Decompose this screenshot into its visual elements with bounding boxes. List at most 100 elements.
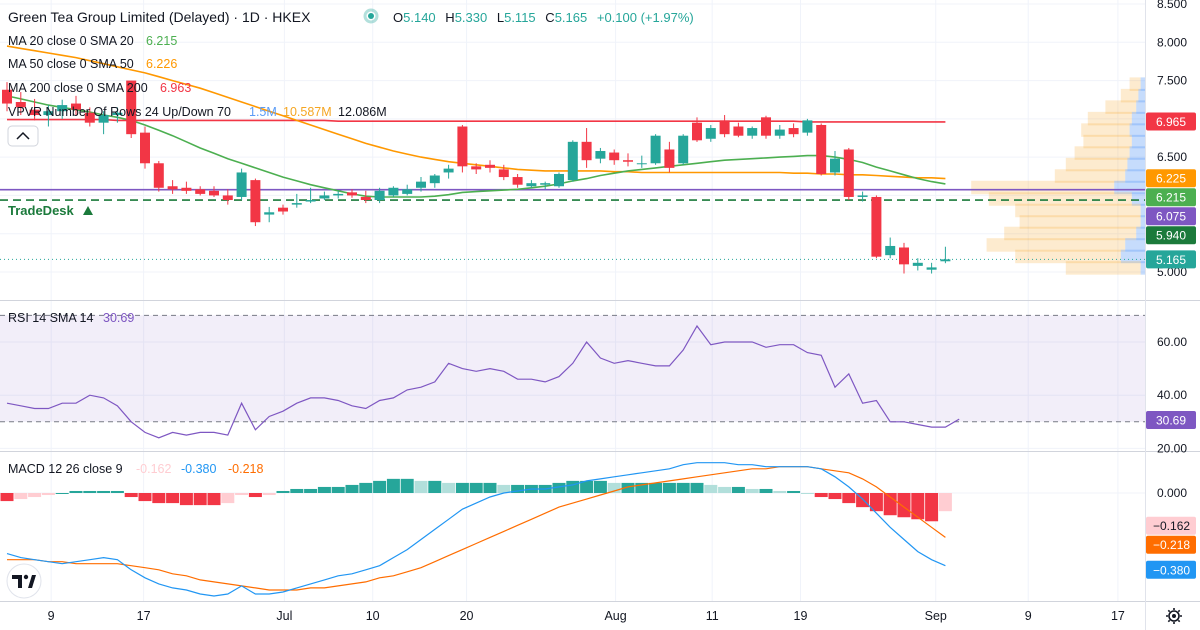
macd-histogram-bar[interactable] (649, 482, 663, 493)
candle-body[interactable] (112, 112, 123, 116)
macd-histogram-bar[interactable] (511, 484, 525, 493)
macd-histogram-bar[interactable] (607, 482, 621, 493)
candle-body[interactable] (388, 187, 399, 196)
macd-histogram-bar[interactable] (745, 488, 759, 493)
macd-histogram-bar[interactable] (55, 493, 69, 494)
macd-pane[interactable] (0, 462, 952, 597)
candle-body[interactable] (871, 196, 882, 257)
candle-body[interactable] (526, 183, 537, 187)
ma20-line[interactable] (6, 95, 946, 198)
candle-body[interactable] (830, 158, 840, 173)
candle-body[interactable] (567, 141, 578, 181)
macd-histogram-bar[interactable] (0, 493, 14, 502)
macd-histogram-bar[interactable] (276, 490, 290, 493)
candle-body[interactable] (843, 149, 854, 197)
candle-body[interactable] (636, 163, 647, 165)
macd-histogram-bar[interactable] (373, 480, 387, 493)
macd-histogram-bar[interactable] (97, 490, 111, 493)
tradedesk-badge[interactable]: TradeDesk (8, 203, 93, 218)
legend-ma50-label[interactable]: MA 50 close 0 SMA 50 (8, 57, 134, 71)
candle-body[interactable] (84, 112, 95, 123)
macd-histogram-bar[interactable] (193, 493, 207, 506)
candle-body[interactable] (912, 262, 923, 266)
candle-body[interactable] (885, 245, 896, 256)
macd-histogram-bar[interactable] (386, 478, 400, 493)
candlesticks[interactable] (2, 80, 951, 274)
macd-histogram-bar[interactable] (759, 488, 773, 493)
candle-body[interactable] (705, 128, 716, 139)
macd-histogram-bar[interactable] (938, 493, 952, 512)
candle-body[interactable] (774, 129, 785, 136)
symbol-title[interactable]: Green Tea Group Limited (Delayed) · 1D ·… (8, 9, 311, 25)
candle-body[interactable] (761, 117, 771, 136)
macd-histogram-bar[interactable] (662, 482, 676, 493)
macd-histogram-bar[interactable] (69, 490, 83, 493)
candle-body[interactable] (181, 187, 192, 191)
macd-histogram-bar[interactable] (690, 482, 704, 493)
macd-histogram-bar[interactable] (593, 480, 607, 493)
candle-body[interactable] (512, 177, 523, 185)
macd-histogram-bar[interactable] (290, 488, 304, 493)
candle-body[interactable] (429, 175, 440, 184)
macd-histogram-bar[interactable] (911, 493, 925, 520)
candle-body[interactable] (719, 120, 730, 135)
candle-body[interactable] (29, 109, 40, 116)
macd-histogram-bar[interactable] (442, 482, 456, 493)
macd-histogram-bar[interactable] (552, 482, 566, 493)
candle-body[interactable] (650, 135, 661, 164)
macd-histogram-bar[interactable] (718, 486, 732, 493)
macd-histogram-bar[interactable] (28, 493, 42, 498)
macd-histogram-bar[interactable] (248, 493, 262, 498)
macd-histogram-bar[interactable] (676, 482, 690, 493)
candle-body[interactable] (692, 122, 702, 141)
symbol-header[interactable]: Green Tea Group Limited (Delayed) · 1D ·… (8, 8, 694, 25)
candle-body[interactable] (236, 172, 247, 197)
macd-histogram-bar[interactable] (207, 493, 221, 506)
macd-histogram-bar[interactable] (455, 482, 469, 493)
tradedesk-label[interactable]: TradeDesk (8, 203, 75, 218)
macd-histogram-bar[interactable] (566, 480, 580, 493)
macd-histogram-bar[interactable] (897, 493, 911, 518)
legend-ma20-label[interactable]: MA 20 close 0 SMA 20 (8, 34, 134, 48)
macd-histogram-bar[interactable] (800, 493, 814, 494)
macd-histogram-bar[interactable] (773, 490, 787, 493)
macd-histogram-bar[interactable] (428, 480, 442, 493)
macd-histogram-bar[interactable] (179, 493, 193, 506)
candle-body[interactable] (940, 259, 951, 262)
tradingview-logo[interactable] (6, 563, 42, 599)
legend-vpvr-label[interactable]: VPVR Number Of Rows 24 Up/Down 70 (8, 105, 231, 119)
macd-histogram-bar[interactable] (345, 484, 359, 493)
macd-histogram-bar[interactable] (814, 493, 828, 498)
macd-histogram-bar[interactable] (704, 484, 718, 493)
macd-histogram-bar[interactable] (138, 493, 152, 502)
candle-body[interactable] (250, 180, 261, 223)
rsi-legend[interactable]: RSI 14 SMA 14 30.69 (8, 311, 134, 325)
collapse-button-frame[interactable] (7, 125, 39, 147)
macd-histogram-bar[interactable] (235, 493, 249, 496)
candle-body[interactable] (360, 196, 371, 201)
macd-histogram-bar[interactable] (497, 484, 511, 493)
candle-body[interactable] (899, 247, 909, 265)
macd-line[interactable] (6, 462, 946, 597)
candle-body[interactable] (195, 189, 206, 194)
candle-body[interactable] (609, 152, 620, 161)
macd-histogram-bar[interactable] (359, 482, 373, 493)
macd-histogram-bar[interactable] (635, 482, 649, 493)
candle-body[interactable] (485, 164, 495, 168)
macd-histogram-bar[interactable] (41, 493, 55, 496)
market-status-icon[interactable] (363, 8, 379, 24)
candle-body[interactable] (623, 160, 633, 162)
time-axis[interactable]: 9 17 Jul 10 20 Aug 11 19 Sep 9 17 (48, 609, 1125, 623)
macd-histogram-bar[interactable] (787, 490, 801, 493)
rsi-legend-label[interactable]: RSI 14 SMA 14 (8, 311, 94, 325)
macd-histogram-bar[interactable] (414, 480, 428, 493)
candle-body[interactable] (333, 193, 344, 196)
gear-icon[interactable] (1166, 608, 1182, 624)
legend-ma200-label[interactable]: MA 200 close 0 SMA 200 (8, 81, 148, 95)
candle-body[interactable] (802, 120, 813, 133)
macd-histogram-bar[interactable] (621, 482, 635, 493)
macd-histogram-bar[interactable] (221, 493, 235, 504)
candle-body[interactable] (664, 149, 675, 168)
candle-body[interactable] (2, 89, 12, 104)
